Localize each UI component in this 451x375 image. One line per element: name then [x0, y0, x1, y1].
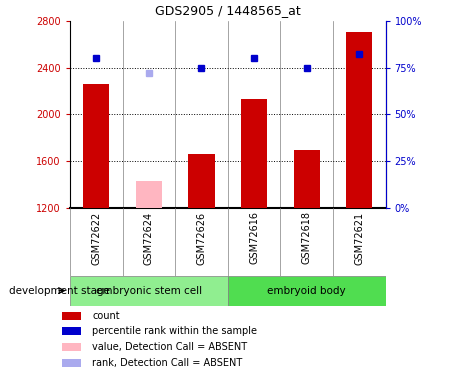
Bar — [189, 154, 215, 208]
Bar — [228, 276, 386, 306]
Text: GSM72621: GSM72621 — [354, 211, 364, 265]
Text: percentile rank within the sample: percentile rank within the sample — [92, 326, 258, 336]
Text: GSM72624: GSM72624 — [144, 211, 154, 265]
Bar — [70, 276, 228, 306]
Text: development stage: development stage — [9, 286, 110, 296]
Title: GDS2905 / 1448565_at: GDS2905 / 1448565_at — [155, 4, 301, 16]
Text: value, Detection Call = ABSENT: value, Detection Call = ABSENT — [92, 342, 248, 352]
Text: GSM72618: GSM72618 — [302, 211, 312, 264]
Text: GSM72626: GSM72626 — [197, 211, 207, 265]
Bar — [294, 150, 320, 208]
Bar — [62, 327, 81, 336]
Bar — [62, 359, 81, 368]
Bar — [83, 84, 110, 208]
Text: embryonic stem cell: embryonic stem cell — [96, 286, 202, 296]
Bar — [62, 312, 81, 320]
Text: count: count — [92, 311, 120, 321]
Bar — [241, 99, 267, 208]
Bar — [62, 343, 81, 351]
Bar — [346, 32, 373, 208]
Text: GSM72622: GSM72622 — [91, 211, 101, 265]
Text: rank, Detection Call = ABSENT: rank, Detection Call = ABSENT — [92, 358, 243, 368]
Text: GSM72616: GSM72616 — [249, 211, 259, 264]
Bar — [136, 181, 162, 208]
Text: embryoid body: embryoid body — [267, 286, 346, 296]
